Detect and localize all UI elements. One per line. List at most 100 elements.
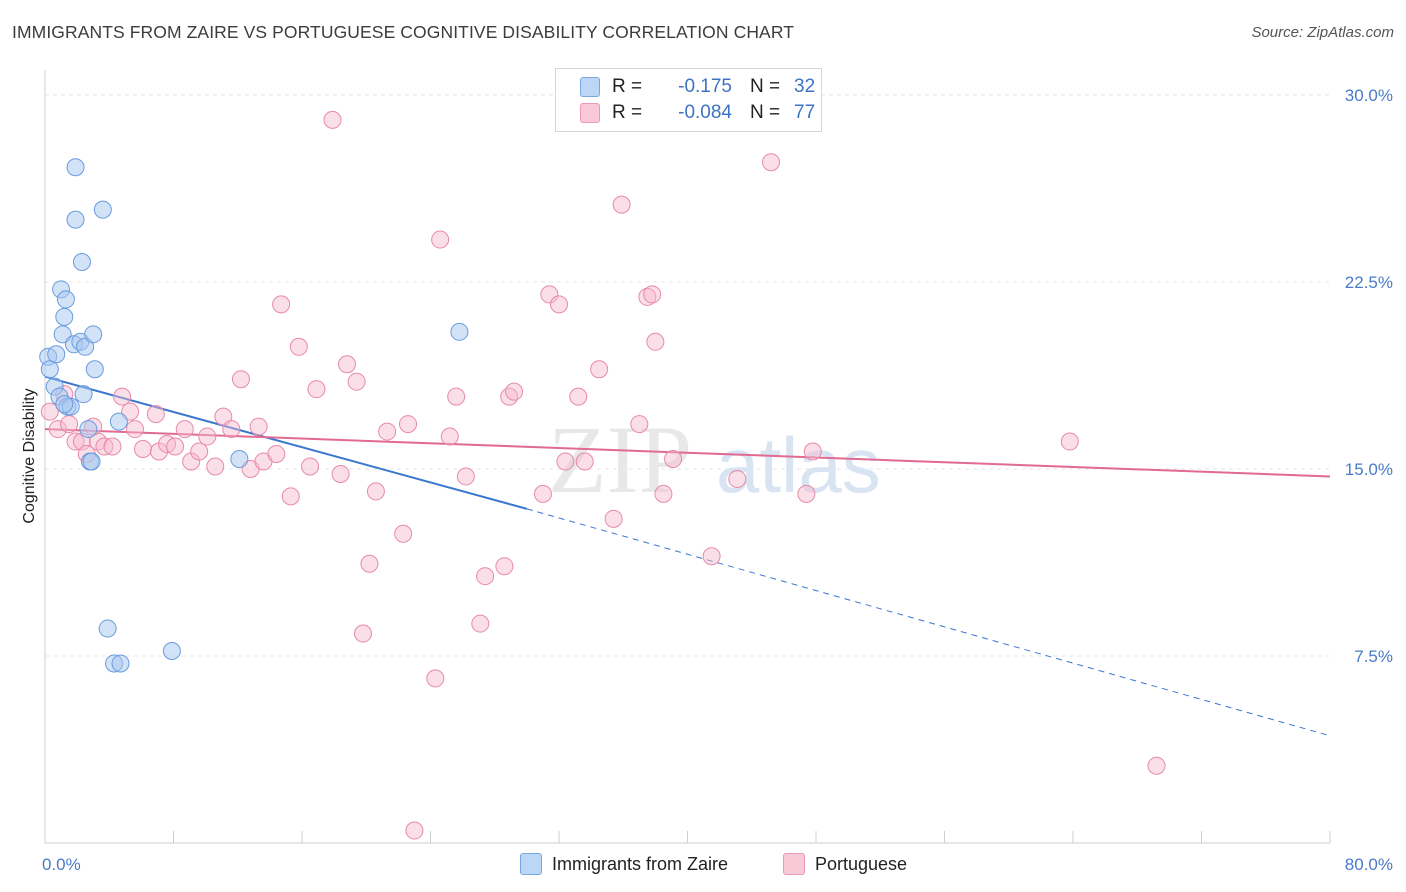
- portuguese-n-value: 77: [794, 102, 816, 123]
- zaire-n-value: 32: [794, 76, 816, 97]
- portuguese-points: [40, 110, 1166, 840]
- portuguese-point: [190, 442, 209, 461]
- zaire-point: [55, 307, 74, 326]
- watermark-zip: ZIP: [548, 406, 692, 513]
- bottom-zaire-label: Immigrants from Zaire: [552, 853, 729, 874]
- portuguese-point: [728, 469, 747, 488]
- portuguese-point: [575, 452, 594, 471]
- portuguese-point: [540, 285, 559, 304]
- zaire-point: [72, 253, 91, 272]
- source-label: Source: ZipAtlas.com: [1251, 24, 1394, 41]
- portuguese-point: [323, 110, 342, 129]
- legend-row-portuguese: R = -0.084 N = 77: [580, 101, 815, 125]
- zaire-trend-extension: [526, 508, 1331, 737]
- bottom-portuguese-label: Portuguese: [815, 853, 908, 874]
- portuguese-point: [354, 624, 373, 643]
- zaire-point: [450, 322, 469, 341]
- portuguese-point: [272, 295, 291, 314]
- portuguese-point: [505, 382, 524, 401]
- zaire-point: [230, 449, 249, 468]
- portuguese-point: [60, 415, 79, 434]
- portuguese-point: [702, 547, 721, 566]
- portuguese-point: [133, 440, 152, 459]
- portuguese-point: [66, 432, 85, 451]
- zaire-r-value: -0.175: [678, 76, 732, 97]
- bottom-portuguese-swatch: [783, 853, 805, 875]
- portuguese-point: [378, 422, 397, 441]
- portuguese-point: [447, 387, 466, 406]
- bottom-legend-zaire: Immigrants from Zaire: [520, 852, 728, 876]
- portuguese-point: [630, 415, 649, 434]
- legend-row-zaire: R = -0.175 N = 32: [580, 75, 815, 99]
- portuguese-n-label: N =: [750, 102, 781, 123]
- portuguese-point: [48, 420, 67, 439]
- zaire-trend-line: [44, 375, 528, 510]
- zaire-point: [84, 325, 103, 344]
- zaire-point: [98, 619, 117, 638]
- portuguese-point: [476, 567, 495, 586]
- y-tick-label: 30.0%: [1345, 86, 1393, 105]
- portuguese-point: [654, 484, 673, 503]
- portuguese-point: [1147, 756, 1166, 775]
- portuguese-point: [431, 230, 450, 249]
- watermark: ZIP atlas: [548, 406, 881, 513]
- zaire-point: [85, 360, 104, 379]
- portuguese-r-value: -0.084: [678, 102, 732, 123]
- portuguese-point: [556, 452, 575, 471]
- portuguese-point: [281, 487, 300, 506]
- portuguese-point: [590, 360, 609, 379]
- portuguese-point: [664, 449, 683, 468]
- bottom-zaire-swatch: [520, 853, 542, 875]
- portuguese-point: [394, 524, 413, 543]
- zaire-n-label: N =: [750, 76, 781, 97]
- portuguese-point: [426, 669, 445, 688]
- portuguese-point: [1060, 432, 1079, 451]
- portuguese-point: [198, 427, 217, 446]
- zaire-swatch: [580, 77, 600, 97]
- portuguese-point: [113, 387, 132, 406]
- portuguese-point: [569, 387, 588, 406]
- y-tick-labels: 7.5% 15.0% 22.5% 30.0%: [1345, 86, 1393, 666]
- portuguese-point: [803, 442, 822, 461]
- zaire-point: [55, 395, 74, 414]
- portuguese-point: [231, 370, 250, 389]
- portuguese-trend-line: [44, 428, 1331, 478]
- portuguese-point: [347, 372, 366, 391]
- portuguese-point: [762, 153, 781, 172]
- zaire-point: [66, 158, 85, 177]
- zaire-point: [66, 210, 85, 229]
- zaire-points: [39, 158, 469, 673]
- portuguese-swatch: [580, 103, 600, 123]
- portuguese-point: [267, 445, 286, 464]
- portuguese-point: [604, 509, 623, 528]
- portuguese-point: [550, 295, 568, 314]
- portuguese-point: [125, 420, 144, 439]
- portuguese-point: [146, 405, 165, 424]
- zaire-point: [162, 641, 181, 660]
- portuguese-point: [331, 464, 350, 483]
- portuguese-point: [121, 402, 140, 421]
- portuguese-point: [301, 457, 320, 476]
- zaire-point: [79, 420, 98, 439]
- portuguese-point: [360, 554, 379, 573]
- portuguese-r-label: R =: [612, 102, 643, 123]
- watermark-atlas: atlas: [716, 421, 881, 509]
- portuguese-point: [289, 337, 308, 356]
- trend-lines: [44, 375, 1331, 737]
- portuguese-point: [166, 437, 185, 456]
- portuguese-point: [638, 287, 657, 306]
- zaire-point: [74, 385, 93, 404]
- zaire-point: [47, 345, 66, 364]
- y-tick-label: 15.0%: [1345, 460, 1393, 479]
- portuguese-point: [405, 821, 424, 840]
- correlation-legend: R = -0.175 N = 32 R = -0.084 N = 77: [555, 68, 822, 132]
- portuguese-point: [797, 484, 816, 503]
- bottom-legend-portuguese: Portuguese: [783, 852, 907, 876]
- portuguese-point: [307, 380, 326, 399]
- zaire-point: [56, 290, 75, 309]
- portuguese-point: [337, 355, 356, 374]
- y-tick-label: 22.5%: [1345, 273, 1393, 292]
- zaire-point: [53, 325, 72, 344]
- portuguese-point: [206, 457, 225, 476]
- zaire-point: [109, 412, 128, 431]
